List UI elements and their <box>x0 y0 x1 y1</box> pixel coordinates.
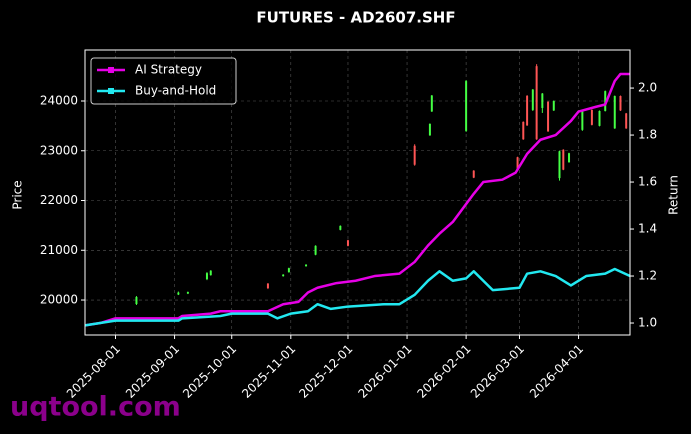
series-line <box>84 72 630 327</box>
watermark: uqtool.com <box>10 392 181 423</box>
candle-body <box>177 292 180 295</box>
candle-body <box>541 93 544 108</box>
y2-axis-label: Return <box>667 175 681 215</box>
candle-body <box>625 113 628 129</box>
candle-body <box>428 123 431 136</box>
y2-tick-label: 1.6 <box>638 175 657 189</box>
candle-body <box>346 240 349 246</box>
x-tick-label: 2026-01-01 <box>355 342 414 401</box>
candle-body <box>465 81 468 131</box>
x-tick-label: 2026-03-01 <box>468 342 527 401</box>
candle-body <box>430 95 433 112</box>
x-tick-label: 2026-04-01 <box>527 342 586 401</box>
y-tick-label: 22000 <box>40 193 78 207</box>
candle-body <box>552 100 555 111</box>
candle-body <box>522 121 525 140</box>
chart-title: FUTURES - AD2607.SHF <box>256 9 455 27</box>
candle-body <box>547 101 550 132</box>
x-tick-label: 2025-11-01 <box>239 342 298 401</box>
candle-body <box>598 110 601 126</box>
candle-body <box>531 89 534 110</box>
y2-tick-label: 1.4 <box>638 222 657 236</box>
y2-tick-label: 2.0 <box>638 81 657 95</box>
candle-body <box>314 245 317 255</box>
candle-body <box>266 283 269 289</box>
y-tick-label: 21000 <box>40 243 78 257</box>
candle-body <box>209 270 212 276</box>
legend-label: AI Strategy <box>135 63 202 77</box>
candle-body <box>516 157 519 171</box>
candle-body <box>413 145 416 165</box>
candle-body <box>282 274 285 277</box>
y-tick-label: 20000 <box>40 293 78 307</box>
candle-body <box>339 225 342 230</box>
candle-body <box>619 96 622 111</box>
legend-marker <box>108 88 114 94</box>
y-axis-label: Price <box>11 180 25 209</box>
candle-body <box>186 292 189 294</box>
y-tick-label: 24000 <box>40 93 78 107</box>
legend-box <box>90 57 237 105</box>
candle-body <box>562 149 565 170</box>
candle-body <box>472 170 475 178</box>
candle-body <box>526 96 529 126</box>
y-tick-label: 23000 <box>40 143 78 157</box>
candle-body <box>205 273 208 280</box>
candle-body <box>581 110 584 130</box>
candle-body <box>590 109 593 125</box>
plot-frame <box>84 49 631 336</box>
y2-tick-label: 1.0 <box>638 316 657 330</box>
candle-body <box>613 96 616 129</box>
candle-body <box>535 66 538 140</box>
legend-marker <box>108 67 114 73</box>
x-tick-label: 2026-02-01 <box>414 342 473 401</box>
candle-body <box>604 91 607 111</box>
candle-body <box>568 153 571 163</box>
series-line <box>84 267 631 327</box>
candle-body <box>305 264 308 267</box>
candle-body <box>558 151 561 179</box>
y2-tick-label: 1.2 <box>638 269 657 283</box>
x-tick-label: 2025-12-01 <box>296 342 355 401</box>
candle-body <box>135 297 138 305</box>
legend-label: Buy-and-Hold <box>135 84 216 98</box>
x-tick-label: 2025-10-01 <box>180 342 239 401</box>
y2-tick-label: 1.8 <box>638 128 657 142</box>
candle-body <box>287 268 290 273</box>
